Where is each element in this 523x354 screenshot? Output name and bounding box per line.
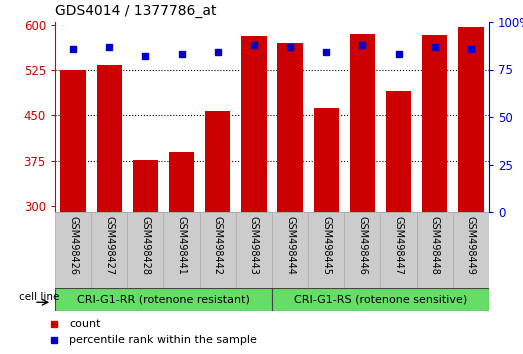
Bar [163, 212, 200, 288]
Bar [272, 212, 308, 288]
Text: GSM498444: GSM498444 [285, 216, 295, 275]
Bar [127, 212, 163, 288]
Text: CRI-G1-RS (rotenone sensitive): CRI-G1-RS (rotenone sensitive) [294, 295, 467, 304]
Text: GSM498448: GSM498448 [430, 216, 440, 275]
Bar [241, 36, 267, 212]
Bar [236, 212, 272, 288]
Bar [60, 70, 86, 212]
Bar [417, 212, 453, 288]
Bar [97, 65, 122, 212]
Text: GDS4014 / 1377786_at: GDS4014 / 1377786_at [55, 4, 217, 18]
Bar [272, 289, 489, 310]
Text: count: count [70, 319, 101, 329]
Bar [308, 212, 344, 288]
Text: cell line: cell line [19, 292, 60, 302]
Bar [458, 27, 484, 212]
Text: GSM498449: GSM498449 [466, 216, 476, 275]
Bar [169, 152, 194, 212]
Text: CRI-G1-RR (rotenone resistant): CRI-G1-RR (rotenone resistant) [77, 295, 250, 304]
Text: GSM498446: GSM498446 [357, 216, 367, 275]
Bar [55, 212, 91, 288]
Text: GSM498426: GSM498426 [68, 216, 78, 275]
Bar [386, 91, 411, 212]
Bar [350, 34, 375, 212]
Bar [314, 108, 339, 212]
Text: GSM498447: GSM498447 [394, 216, 404, 275]
Bar [453, 212, 489, 288]
Text: GSM498428: GSM498428 [140, 216, 150, 275]
Text: GSM498442: GSM498442 [213, 216, 223, 275]
Bar [344, 212, 380, 288]
Bar [91, 212, 127, 288]
Text: GSM498441: GSM498441 [177, 216, 187, 275]
Bar [55, 289, 272, 310]
Text: percentile rank within the sample: percentile rank within the sample [70, 335, 257, 345]
Bar [205, 111, 230, 212]
Bar [277, 43, 303, 212]
Bar [133, 160, 158, 212]
Bar [200, 212, 236, 288]
Bar [422, 35, 447, 212]
Text: GSM498427: GSM498427 [104, 216, 114, 275]
Text: GSM498445: GSM498445 [321, 216, 331, 275]
Bar [380, 212, 417, 288]
Text: GSM498443: GSM498443 [249, 216, 259, 275]
